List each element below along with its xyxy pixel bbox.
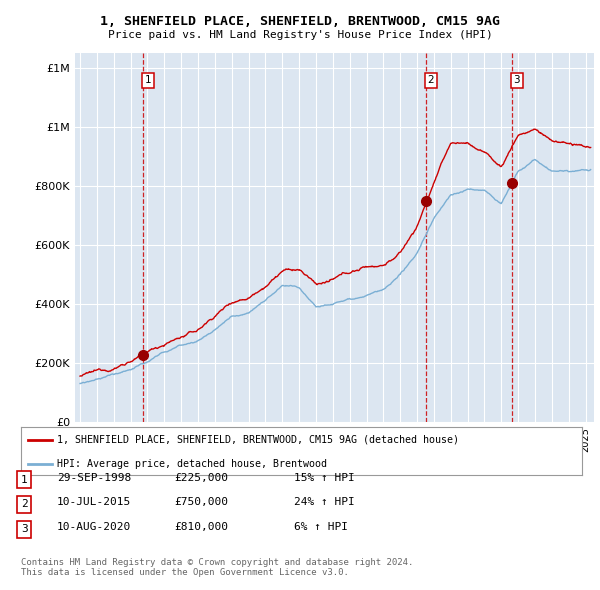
Text: Price paid vs. HM Land Registry's House Price Index (HPI): Price paid vs. HM Land Registry's House …	[107, 30, 493, 40]
Text: 10-AUG-2020: 10-AUG-2020	[57, 522, 131, 532]
Text: Contains HM Land Registry data © Crown copyright and database right 2024.
This d: Contains HM Land Registry data © Crown c…	[21, 558, 413, 577]
Text: 2: 2	[21, 500, 28, 509]
Text: 24% ↑ HPI: 24% ↑ HPI	[294, 497, 355, 507]
Text: £225,000: £225,000	[174, 473, 228, 483]
Text: £750,000: £750,000	[174, 497, 228, 507]
Text: HPI: Average price, detached house, Brentwood: HPI: Average price, detached house, Bren…	[58, 459, 328, 469]
Text: 10-JUL-2015: 10-JUL-2015	[57, 497, 131, 507]
Text: 1: 1	[145, 76, 152, 85]
Text: 2: 2	[428, 76, 434, 85]
Text: 29-SEP-1998: 29-SEP-1998	[57, 473, 131, 483]
Text: 3: 3	[21, 525, 28, 534]
Text: 1: 1	[21, 475, 28, 484]
Text: £810,000: £810,000	[174, 522, 228, 532]
Text: 3: 3	[513, 76, 520, 85]
Text: 6% ↑ HPI: 6% ↑ HPI	[294, 522, 348, 532]
Text: 15% ↑ HPI: 15% ↑ HPI	[294, 473, 355, 483]
Text: 1, SHENFIELD PLACE, SHENFIELD, BRENTWOOD, CM15 9AG (detached house): 1, SHENFIELD PLACE, SHENFIELD, BRENTWOOD…	[58, 435, 460, 445]
Text: 1, SHENFIELD PLACE, SHENFIELD, BRENTWOOD, CM15 9AG: 1, SHENFIELD PLACE, SHENFIELD, BRENTWOOD…	[100, 15, 500, 28]
